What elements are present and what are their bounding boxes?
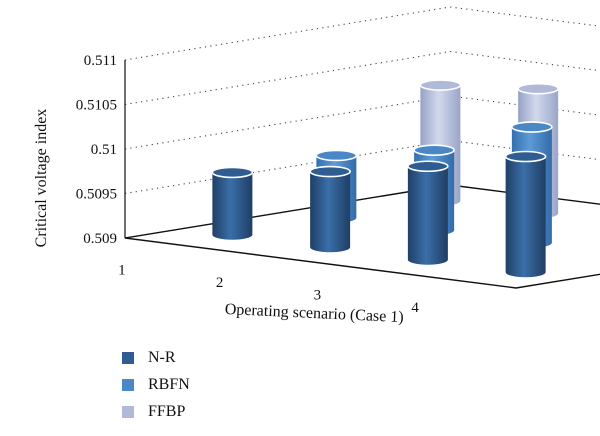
y-tick-label: 0.509 xyxy=(83,231,117,247)
legend-item: N-R xyxy=(122,346,190,370)
x-tick-label: 3 xyxy=(314,288,322,304)
bar-top xyxy=(419,79,462,91)
bar-top xyxy=(407,160,449,173)
bar-top xyxy=(315,149,358,162)
legend: N-R RBFN FFBP xyxy=(122,346,190,427)
x-tick-label: 2 xyxy=(216,275,224,291)
legend-item: FFBP xyxy=(122,400,190,424)
y-axis-title: Critical voltage index xyxy=(33,109,50,248)
bar-top xyxy=(504,150,547,163)
bar-body xyxy=(505,156,546,278)
legend-swatch-icon xyxy=(122,352,134,364)
y-tick-label: 0.511 xyxy=(84,53,117,69)
bar xyxy=(407,160,449,265)
legend-label: FFBP xyxy=(148,403,186,420)
y-tick-label: 0.5105 xyxy=(76,98,117,114)
bar-top xyxy=(413,144,455,156)
bar-top xyxy=(517,82,559,95)
legend-item: RBFN xyxy=(122,373,190,397)
bar xyxy=(309,165,351,253)
bar-top xyxy=(511,121,553,133)
bar-body xyxy=(407,166,448,265)
y-tick-label: 0.51 xyxy=(91,142,117,158)
bar-top xyxy=(211,166,254,179)
tick-labels: 0.509 0.5095 0.51 0.5105 0.511 1 2 3 4 xyxy=(76,53,420,316)
bar xyxy=(211,166,254,240)
bar-top xyxy=(309,165,351,178)
x-axis-title: Operating scenario (Case 1) xyxy=(224,301,404,326)
legend-label: N-R xyxy=(148,349,176,366)
bar xyxy=(504,150,547,278)
legend-swatch-icon xyxy=(122,406,134,418)
gridline xyxy=(124,6,600,61)
legend-swatch-icon xyxy=(122,379,134,391)
bar-body xyxy=(212,172,253,240)
x-tick-label: 1 xyxy=(118,263,126,279)
bars xyxy=(211,79,559,278)
legend-label: RBFN xyxy=(148,376,190,393)
bar-body xyxy=(310,171,351,253)
x-tick-label: 4 xyxy=(411,300,419,316)
y-tick-label: 0.5095 xyxy=(76,187,117,203)
